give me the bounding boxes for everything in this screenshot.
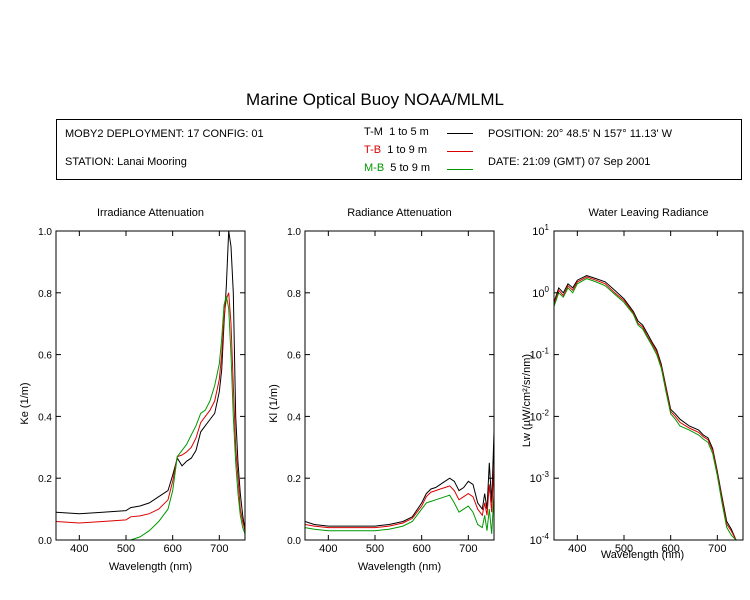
chart-panel-3: Water Leaving Radiance 400 500 600 700 10-4 10… bbox=[521, 207, 744, 561]
x-tick-label: 400 bbox=[568, 543, 586, 555]
legend-line-tm bbox=[447, 133, 473, 134]
chart-panel-2: Radiance Attenuation 400 500 600 700 0.0 0.2 0.… bbox=[268, 207, 495, 573]
legend-range: 1 to 5 m bbox=[389, 126, 429, 138]
x-tick-label: 500 bbox=[117, 543, 135, 555]
series-line-t-m bbox=[305, 431, 494, 527]
plot-frame bbox=[304, 230, 495, 541]
station-text: STATION: Lanai Mooring bbox=[65, 156, 187, 168]
y-tick-label: 0.8 bbox=[38, 289, 52, 300]
plot-frame bbox=[55, 230, 246, 541]
y-tick-label: 1.0 bbox=[38, 227, 52, 238]
legend-range: 5 to 9 m bbox=[390, 162, 431, 174]
legend-line-mb bbox=[447, 169, 473, 170]
legend-code: T-B bbox=[364, 144, 382, 156]
legend-item-tb: T-B 1 to 9 m bbox=[364, 144, 427, 156]
y-tick-label: 0.6 bbox=[38, 351, 52, 362]
y-tick-label: 10-2 bbox=[530, 408, 550, 423]
y-tick-label: 0.0 bbox=[287, 536, 301, 547]
y-tick-label: 0.2 bbox=[287, 474, 301, 485]
series-line-t-m bbox=[56, 231, 245, 531]
x-tick-label: 500 bbox=[615, 543, 633, 555]
x-tick-label: 600 bbox=[412, 543, 430, 555]
chart-title: Radiance Attenuation bbox=[347, 207, 452, 219]
page-title: Marine Optical Buoy NOAA/MLML bbox=[246, 90, 504, 109]
series-line-t-b bbox=[56, 292, 245, 531]
x-tick-label: 500 bbox=[366, 543, 384, 555]
y-tick-label: 101 bbox=[532, 223, 549, 238]
chart-title: Irradiance Attenuation bbox=[97, 207, 204, 219]
legend-line-tb bbox=[447, 151, 473, 152]
y-tick-label: 100 bbox=[532, 285, 549, 300]
legend-code: M-B bbox=[364, 162, 385, 174]
info-box: MOBY2 DEPLOYMENT: 17 CONFIG: 01 STATION:… bbox=[56, 119, 742, 180]
x-axis-label: Wavelength (nm) bbox=[358, 561, 441, 573]
x-tick-label: 700 bbox=[708, 543, 726, 555]
y-tick-label: 0.4 bbox=[287, 412, 301, 423]
x-tick-label: 600 bbox=[661, 543, 679, 555]
y-tick-label: 0.6 bbox=[287, 351, 301, 362]
y-axis-label: Lw (µW/cm²/sr/nm) bbox=[521, 354, 533, 447]
legend-range: 1 to 9 m bbox=[387, 144, 427, 156]
series-line-m-b bbox=[554, 278, 741, 540]
series-line-t-b bbox=[554, 276, 741, 540]
chart-title: Water Leaving Radiance bbox=[588, 207, 708, 219]
date-text: DATE: 21:09 (GMT) 07 Sep 2001 bbox=[488, 156, 651, 168]
x-tick-label: 700 bbox=[210, 543, 228, 555]
position-text: POSITION: 20° 48.5' N 157° 11.13' W bbox=[488, 128, 672, 140]
x-tick-label: 400 bbox=[319, 543, 337, 555]
y-tick-label: 10-1 bbox=[530, 347, 550, 362]
legend-item-mb: M-B 5 to 9 m bbox=[364, 162, 430, 174]
series-line-t-m bbox=[554, 275, 741, 540]
series-line-t-b bbox=[305, 462, 494, 529]
legend-item-tm: T-M 1 to 5 m bbox=[364, 126, 429, 138]
legend-code: T-M bbox=[364, 126, 383, 138]
chart-panel-1: Irradiance Attenuation 400 500 600 700 0.0 0.2… bbox=[19, 207, 246, 573]
deployment-text: MOBY2 DEPLOYMENT: 17 CONFIG: 01 bbox=[65, 128, 264, 140]
plot-frame bbox=[553, 230, 744, 541]
y-tick-label: 0.8 bbox=[287, 289, 301, 300]
x-axis-label: Wavelength (nm) bbox=[109, 561, 192, 573]
y-tick-label: 0.0 bbox=[38, 536, 52, 547]
y-tick-label: 10-3 bbox=[530, 470, 550, 485]
series-line-m-b bbox=[56, 295, 245, 540]
x-tick-label: 600 bbox=[163, 543, 181, 555]
x-axis-label: Wavelength (nm) bbox=[601, 549, 684, 561]
y-tick-label: 10-4 bbox=[530, 532, 550, 547]
y-tick-label: 1.0 bbox=[287, 227, 301, 238]
x-tick-label: 700 bbox=[459, 543, 477, 555]
y-tick-label: 0.4 bbox=[38, 412, 52, 423]
x-tick-label: 400 bbox=[70, 543, 88, 555]
y-axis-label: Kl (1/m) bbox=[268, 384, 280, 423]
series-line-m-b bbox=[305, 493, 494, 534]
y-tick-label: 0.2 bbox=[38, 474, 52, 485]
y-axis-label: Ke (1/m) bbox=[19, 382, 31, 424]
